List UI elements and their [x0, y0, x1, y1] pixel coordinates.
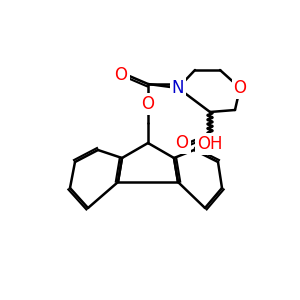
- Text: N: N: [172, 79, 184, 97]
- Text: OH: OH: [197, 135, 223, 153]
- Text: O: O: [142, 95, 154, 113]
- Text: O: O: [233, 79, 247, 97]
- Text: O: O: [176, 134, 188, 152]
- Text: O: O: [115, 66, 128, 84]
